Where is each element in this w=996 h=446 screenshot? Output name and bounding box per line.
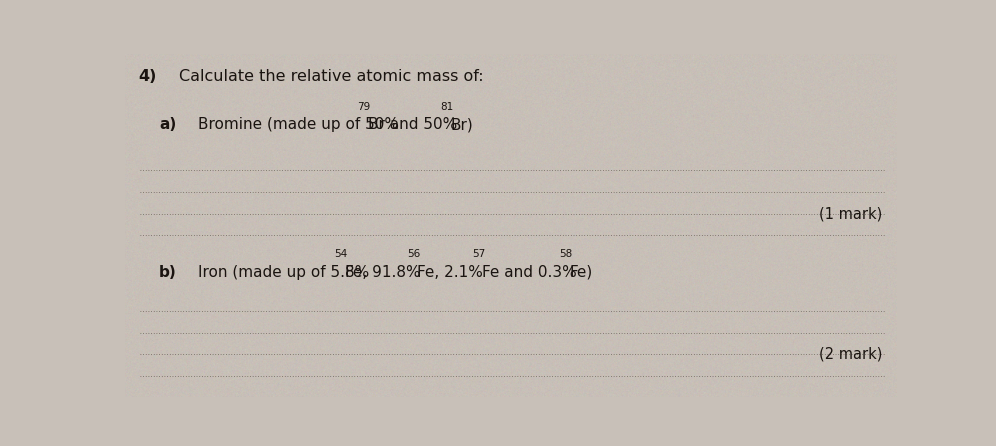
Text: Fe, 91.8%: Fe, 91.8% — [345, 265, 425, 280]
Text: Fe): Fe) — [570, 265, 593, 280]
Text: Bromine (made up of 50%: Bromine (made up of 50% — [198, 117, 403, 132]
Text: Fe, 2.1%: Fe, 2.1% — [417, 265, 488, 280]
Text: 79: 79 — [358, 102, 371, 112]
Text: b): b) — [159, 265, 177, 280]
Text: Br): Br) — [451, 117, 474, 132]
Text: 81: 81 — [440, 102, 454, 112]
Text: a): a) — [159, 117, 176, 132]
Text: Calculate the relative atomic mass of:: Calculate the relative atomic mass of: — [178, 69, 483, 84]
Text: (1 mark): (1 mark) — [820, 206, 882, 221]
Text: 57: 57 — [472, 249, 485, 259]
Text: (2 mark): (2 mark) — [819, 347, 882, 362]
Text: Br and 50%: Br and 50% — [368, 117, 462, 132]
Text: Fe and 0.3%: Fe and 0.3% — [482, 265, 582, 280]
Text: 54: 54 — [335, 249, 348, 259]
Text: 56: 56 — [407, 249, 420, 259]
Text: 4): 4) — [138, 69, 156, 84]
Text: Iron (made up of 5.8%: Iron (made up of 5.8% — [198, 265, 374, 280]
Text: 58: 58 — [560, 249, 573, 259]
